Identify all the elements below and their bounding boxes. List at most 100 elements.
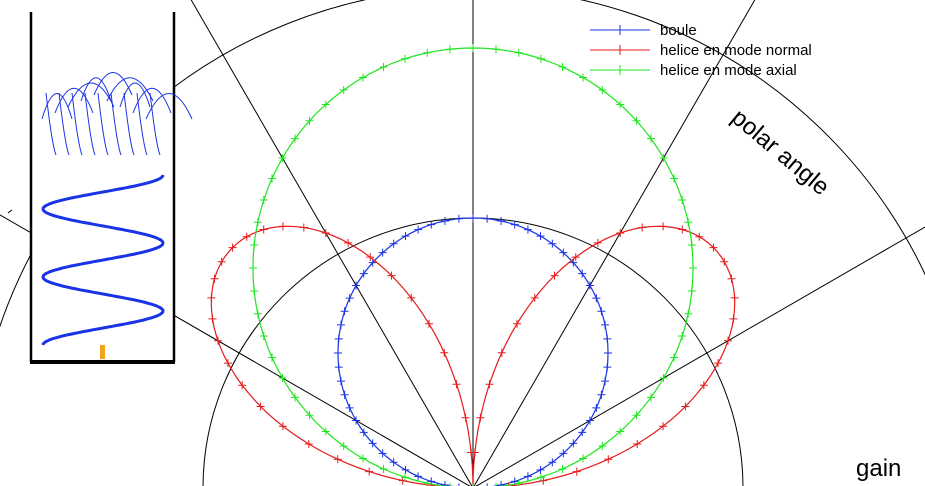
series-point-2: [291, 134, 300, 143]
series-point-1: [699, 381, 708, 390]
series-point-2: [268, 174, 277, 183]
lobe-arc: [54, 87, 94, 114]
series-point-0: [352, 416, 361, 425]
series-point-2: [659, 374, 668, 382]
series-point-0: [486, 483, 488, 486]
series-point-2: [514, 48, 523, 57]
series-point-2: [305, 116, 314, 125]
series-point-0: [597, 307, 606, 316]
series-point-0: [340, 307, 349, 316]
tick-mark: [7, 209, 13, 214]
series-point-0: [336, 377, 345, 386]
series-point-0: [548, 458, 557, 467]
series-point-0: [603, 334, 612, 343]
series-point-0: [559, 449, 568, 458]
series-point-2: [250, 241, 259, 250]
series-point-2: [579, 73, 587, 82]
series-point-2: [291, 393, 300, 402]
lobe-stem: [58, 92, 70, 156]
series-point-1: [210, 274, 219, 283]
series-point-1: [730, 293, 739, 302]
series-point-2: [689, 264, 697, 272]
series-point-2: [491, 45, 500, 54]
lobe-arc: [80, 77, 112, 102]
series-point-1: [633, 440, 642, 449]
series-point-1: [659, 422, 668, 431]
series-point-2: [379, 63, 388, 72]
series-point-1: [681, 402, 690, 411]
legend: boule helice en mode normal helice en mo…: [590, 22, 812, 79]
series-layer: [207, 44, 739, 486]
series-point-0: [352, 281, 361, 290]
series-point-1: [278, 422, 287, 431]
series-point-1: [228, 243, 237, 252]
series-point-0: [469, 214, 477, 222]
feed-point-icon: [100, 345, 105, 359]
series-point-2: [632, 411, 641, 420]
series-point-0: [559, 248, 568, 257]
lobe-stem: [110, 92, 122, 156]
spoke-3: [190, 0, 473, 486]
spoke-1: [473, 0, 756, 486]
series-point-0: [592, 403, 601, 412]
series-point-0: [389, 239, 398, 248]
legend-label-normal: helice en mode normal: [660, 42, 812, 59]
series-point-2: [598, 86, 607, 95]
series-point-1: [304, 440, 313, 449]
series-point-0: [578, 269, 587, 278]
series-point-1: [278, 222, 287, 231]
series-point-0: [592, 294, 601, 303]
series-point-2: [598, 441, 607, 450]
series-point-0: [523, 225, 532, 234]
series-point-1: [678, 225, 687, 234]
series-point-1: [727, 274, 736, 283]
series-point-1: [476, 413, 485, 422]
lobe-arc: [41, 93, 73, 120]
series-point-0: [548, 239, 557, 248]
series-point-0: [378, 449, 387, 458]
series-point-2: [359, 73, 367, 82]
series-point-2: [401, 54, 410, 63]
series-point-2: [687, 241, 696, 250]
series-point-1: [256, 402, 265, 411]
series-point-1: [238, 381, 247, 390]
series-point-1: [512, 319, 521, 328]
series-point-2: [632, 116, 641, 125]
series-point-1: [497, 348, 506, 357]
series-point-2: [278, 154, 287, 162]
lobe-stem: [136, 92, 148, 156]
series-point-0: [345, 294, 354, 303]
series-point-1: [387, 271, 396, 280]
series-point-1: [299, 223, 308, 232]
series-point-1: [333, 455, 342, 464]
series-point-1: [530, 293, 539, 302]
series-point-1: [467, 448, 476, 457]
series-point-1: [321, 229, 330, 237]
series-point-2: [339, 441, 348, 450]
series-point-0: [401, 465, 410, 474]
series-point-0: [359, 428, 368, 437]
series-point-1: [433, 482, 442, 486]
series-point-0: [578, 428, 587, 437]
series-point-1: [709, 243, 718, 252]
series-point-2: [379, 464, 388, 473]
series-point-0: [359, 269, 368, 278]
series-point-2: [579, 454, 587, 463]
series-point-1: [572, 467, 581, 476]
series-point-2: [646, 393, 655, 402]
series-point-0: [440, 481, 449, 486]
lobe-stem: [97, 92, 109, 156]
series-point-2: [359, 454, 367, 463]
series-point-2: [558, 63, 567, 72]
series-point-1: [616, 229, 625, 237]
series-point-2: [278, 374, 287, 382]
series-point-2: [646, 134, 655, 143]
series-point-2: [678, 331, 687, 340]
series-point-2: [305, 411, 314, 420]
series-point-2: [558, 464, 567, 473]
series-point-0: [334, 363, 343, 372]
series-point-1: [217, 257, 226, 266]
series-point-1: [440, 348, 449, 357]
series-point-0: [603, 363, 612, 372]
